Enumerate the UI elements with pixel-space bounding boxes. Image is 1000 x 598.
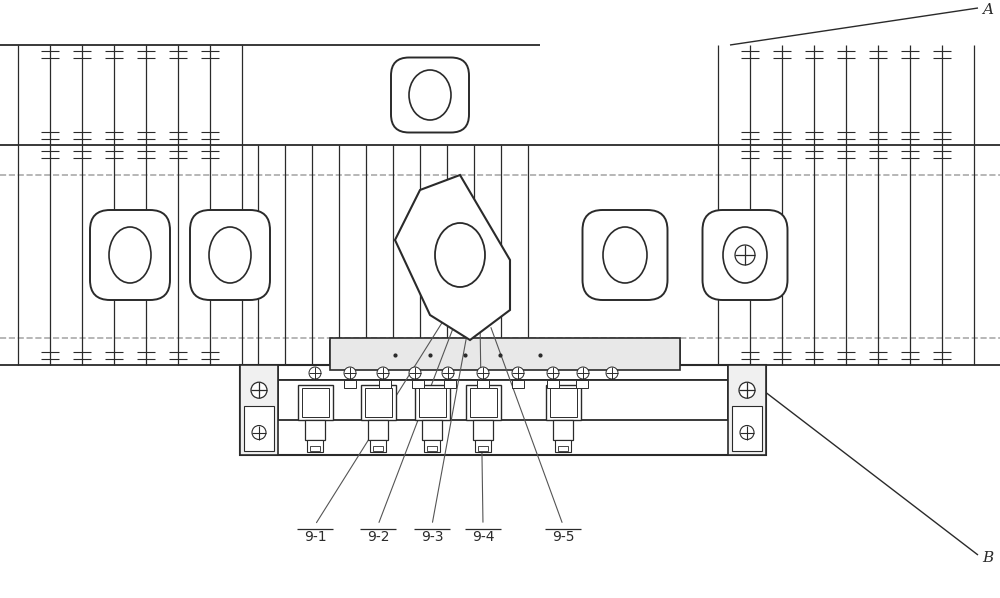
Bar xyxy=(412,380,424,388)
FancyBboxPatch shape xyxy=(391,57,469,133)
FancyBboxPatch shape xyxy=(702,210,788,300)
FancyBboxPatch shape xyxy=(90,210,170,300)
Ellipse shape xyxy=(344,367,356,379)
Bar xyxy=(555,440,571,452)
Text: B: B xyxy=(982,551,993,565)
Text: 9-2: 9-2 xyxy=(367,530,389,544)
Bar xyxy=(550,388,577,417)
Ellipse shape xyxy=(251,382,267,398)
Bar xyxy=(477,380,489,388)
Bar xyxy=(373,446,383,451)
Bar xyxy=(728,365,766,455)
Ellipse shape xyxy=(606,367,618,379)
Bar xyxy=(240,365,278,455)
FancyBboxPatch shape xyxy=(190,210,270,300)
Ellipse shape xyxy=(435,223,485,287)
Ellipse shape xyxy=(723,227,767,283)
Bar xyxy=(546,385,581,420)
Bar xyxy=(361,385,396,420)
Bar xyxy=(512,380,524,388)
Bar xyxy=(370,440,386,452)
Ellipse shape xyxy=(309,367,321,379)
Text: 9-3: 9-3 xyxy=(421,530,443,544)
Bar xyxy=(427,446,437,451)
Ellipse shape xyxy=(740,426,754,440)
Bar xyxy=(368,420,388,440)
Ellipse shape xyxy=(735,245,755,265)
Bar xyxy=(553,420,573,440)
Polygon shape xyxy=(395,175,510,340)
Ellipse shape xyxy=(377,367,389,379)
Bar xyxy=(298,385,333,420)
FancyBboxPatch shape xyxy=(582,210,668,300)
Bar xyxy=(466,385,501,420)
Ellipse shape xyxy=(252,426,266,440)
Bar xyxy=(379,380,391,388)
Text: 9-5: 9-5 xyxy=(552,530,574,544)
Bar xyxy=(419,388,446,417)
Bar xyxy=(475,440,491,452)
Bar xyxy=(576,380,588,388)
Bar xyxy=(302,388,329,417)
Ellipse shape xyxy=(442,367,454,379)
Ellipse shape xyxy=(409,70,451,120)
Ellipse shape xyxy=(739,382,755,398)
Bar xyxy=(310,446,320,451)
Text: 9-4: 9-4 xyxy=(472,530,494,544)
Bar xyxy=(558,446,568,451)
Ellipse shape xyxy=(512,367,524,379)
Bar xyxy=(278,365,728,380)
Bar xyxy=(473,420,493,440)
Bar xyxy=(478,446,488,451)
Bar xyxy=(547,380,559,388)
Bar xyxy=(330,338,680,370)
Bar xyxy=(365,388,392,417)
Bar xyxy=(732,406,762,451)
Bar xyxy=(415,385,450,420)
Text: 9-1: 9-1 xyxy=(304,530,326,544)
Ellipse shape xyxy=(209,227,251,283)
Ellipse shape xyxy=(477,367,489,379)
Ellipse shape xyxy=(547,367,559,379)
Text: A: A xyxy=(982,3,993,17)
Ellipse shape xyxy=(109,227,151,283)
Bar xyxy=(244,406,274,451)
Ellipse shape xyxy=(409,367,421,379)
Bar xyxy=(278,380,728,420)
Bar xyxy=(305,420,325,440)
Bar xyxy=(307,440,323,452)
Ellipse shape xyxy=(603,227,647,283)
Bar xyxy=(444,380,456,388)
Bar xyxy=(424,440,440,452)
Bar xyxy=(240,365,766,455)
Ellipse shape xyxy=(577,367,589,379)
Bar xyxy=(344,380,356,388)
Bar xyxy=(470,388,497,417)
Bar xyxy=(422,420,442,440)
